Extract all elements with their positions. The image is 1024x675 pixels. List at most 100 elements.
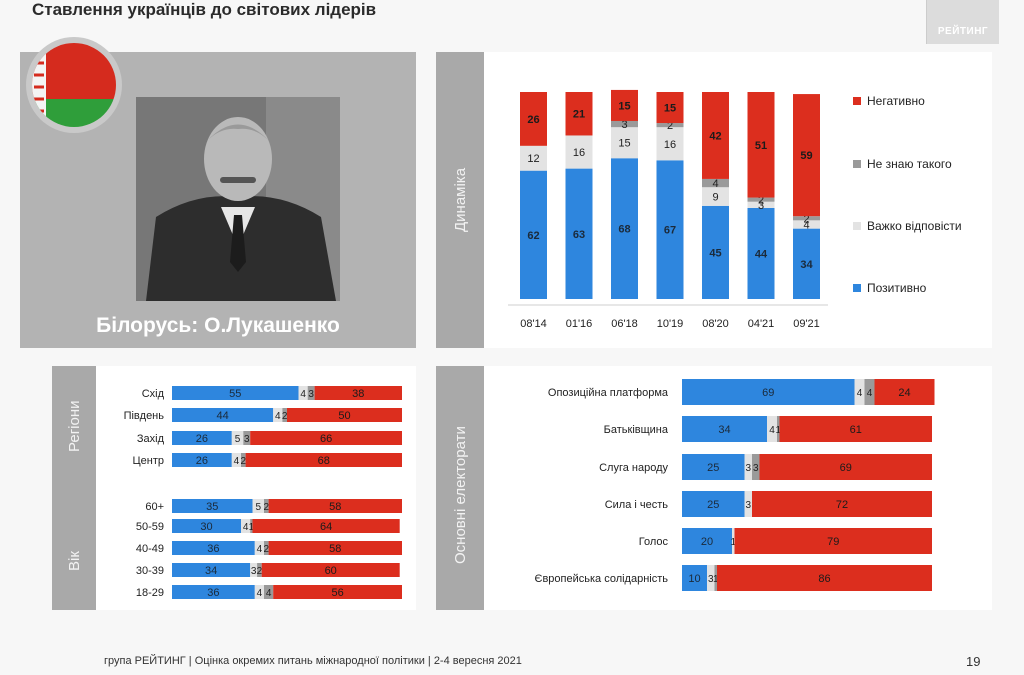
bar-позитивно-18-29 <box>172 585 255 599</box>
data-label-важко-відповісти-сила-і-честь: 3 <box>745 500 751 511</box>
data-label-негативно-батьківщина: 61 <box>850 424 862 436</box>
bar-негативно-слуга-народу <box>759 454 932 480</box>
data-label-позитивно-опозиційна-платформа: 69 <box>762 387 774 399</box>
data-label-важко-відповісти-захід: 5 <box>235 434 241 445</box>
bar-важко-відповісти-голос <box>732 528 735 554</box>
bar-позитивно-голос <box>682 528 732 554</box>
data-label-позитивно-40-49: 36 <box>207 543 219 555</box>
bar-позитивно-04-21 <box>747 207 775 299</box>
bar-важко-відповісти-18-29 <box>254 585 264 599</box>
bar-негативно-40-49 <box>268 541 402 555</box>
data-label-не-знаю-такого-центр: 2 <box>241 456 247 467</box>
bar-не-знаю-такого-18-29 <box>264 585 274 599</box>
bar-позитивно-сила-і-честь <box>682 491 745 517</box>
bar-важко-відповісти-50-59 <box>241 519 251 533</box>
data-label-позитивно-50-59: 30 <box>200 521 212 533</box>
data-label-позитивно-європейська-солідарність: 10 <box>688 573 700 585</box>
bar-негативно-батьківщина <box>779 416 932 442</box>
bar-позитивно-південь <box>172 408 274 422</box>
data-label-позитивно-06-18: 68 <box>618 224 630 236</box>
regions-age-panel: Регіони Вік Схід 55 4 3 38 Південь 44 4 2 50 Захід… <box>52 366 416 610</box>
bar-важко-відповісти-30-39 <box>250 563 258 577</box>
data-label-важко-відповісти-30-39: 3 <box>251 566 257 577</box>
bar-позитивно-08-14 <box>520 170 547 299</box>
data-label-не-знаю-такого-слуга-народу: 3 <box>753 463 759 474</box>
data-label-негативно-08-20: 42 <box>709 130 721 142</box>
data-label-не-знаю-такого-30-39: 2 <box>257 566 263 577</box>
data-label-позитивно-10-19: 67 <box>664 225 676 237</box>
data-label-важко-відповісти-слуга-народу: 3 <box>745 463 751 474</box>
x-tick-06-18: 06'18 <box>611 318 638 330</box>
data-label-важко-відповісти-південь: 4 <box>275 411 281 422</box>
bar-негативно-04-21 <box>747 92 775 198</box>
data-label-позитивно-01-16: 63 <box>573 229 585 241</box>
data-label-негативно-центр: 68 <box>318 455 330 467</box>
bar-позитивно-слуга-народу <box>682 454 745 480</box>
bar-позитивно-опозиційна-платформа <box>682 379 855 405</box>
bar-негативно-01-16 <box>565 92 593 136</box>
category-label-30-39: 30-39 <box>136 565 164 577</box>
data-label-позитивно-слуга-народу: 25 <box>707 462 719 474</box>
bar-не-знаю-такого-центр <box>241 453 246 467</box>
bar-важко-відповісти-сила-і-честь <box>744 491 752 517</box>
bar-не-знаю-такого-10-19 <box>656 123 684 128</box>
bar-позитивно-10-19 <box>656 160 684 299</box>
dynamics-side-bar: Динаміка <box>436 52 484 348</box>
data-label-негативно-30-39: 60 <box>325 565 337 577</box>
x-tick-04-21: 04'21 <box>748 318 775 330</box>
data-label-важко-відповісти-01-16: 16 <box>573 147 585 159</box>
data-label-важко-відповісти-опозиційна-платформа: 4 <box>857 388 863 399</box>
page-title: Ставлення українців до світових лідерів <box>32 0 377 19</box>
data-label-важко-відповісти-голос: 1 <box>730 537 736 548</box>
data-label-позитивно-батьківщина: 34 <box>718 424 730 436</box>
bar-позитивно-60 <box>172 499 253 513</box>
electorates-side-bar: Основні електорати <box>436 366 484 610</box>
data-label-не-знаю-такого-40-49: 2 <box>264 544 270 555</box>
data-label-важко-відповісти-08-20: 9 <box>712 192 718 204</box>
bar-не-знаю-такого-батьківщина <box>777 416 780 442</box>
data-label-негативно-04-21: 51 <box>755 140 767 152</box>
bar-не-знаю-такого-південь <box>282 408 287 422</box>
bar-позитивно-захід <box>172 431 232 445</box>
data-label-позитивно-60: 35 <box>206 501 218 513</box>
data-label-важко-відповісти-центр: 4 <box>234 456 240 467</box>
footer-text: група РЕЙТИНГ | Оцінка окремих питань мі… <box>104 655 522 667</box>
photo-panel: Білорусь: О.Лукашенко <box>20 52 416 348</box>
data-label-позитивно-08-20: 45 <box>709 247 721 259</box>
legend-swatch-позитивно <box>853 284 861 292</box>
bar-позитивно-08-20 <box>702 205 729 299</box>
data-label-негативно-10-19: 15 <box>664 103 676 115</box>
data-label-позитивно-30-39: 34 <box>205 565 217 577</box>
bar-важко-відповісти-40-49 <box>254 541 264 555</box>
bar-негативно-18-29 <box>273 585 402 599</box>
data-label-негативно-захід: 66 <box>320 433 332 445</box>
bar-позитивно-30-39 <box>172 563 251 577</box>
category-label-центр: Центр <box>133 455 165 467</box>
data-label-важко-відповісти-09-21: 4 <box>803 219 809 231</box>
data-label-негативно-європейська-солідарність: 86 <box>818 573 830 585</box>
legend-label-позитивно: Позитивно <box>867 281 927 295</box>
category-label-батьківщина: Батьківщина <box>604 424 669 436</box>
data-label-не-знаю-такого-50-59: 1 <box>249 522 255 533</box>
data-label-позитивно-04-21: 44 <box>755 248 768 260</box>
data-label-негативно-слуга-народу: 69 <box>840 462 852 474</box>
bar-не-знаю-такого-09-21 <box>793 216 820 221</box>
bar-позитивно-європейська-солідарність <box>682 565 707 591</box>
legend-label-негативно: Негативно <box>867 94 925 108</box>
data-label-важко-відповісти-європейська-солідарність: 3 <box>708 574 714 585</box>
bar-не-знаю-такого-06-18 <box>611 120 638 128</box>
bar-важко-відповісти-захід <box>231 431 244 445</box>
data-label-негативно-18-29: 56 <box>331 587 343 599</box>
bar-не-знаю-такого-08-20 <box>702 178 729 188</box>
data-label-важко-відповісти-50-59: 4 <box>243 522 249 533</box>
bar-негативно-захід <box>250 431 402 445</box>
data-label-не-знаю-такого-08-20: 4 <box>712 178 718 190</box>
legend-label-не-знаю-такого: Не знаю такого <box>867 157 952 171</box>
bar-не-знаю-такого-50-59 <box>250 519 253 533</box>
data-label-не-знаю-такого-європейська-солідарність: 1 <box>713 574 719 585</box>
data-label-важко-відповісти-04-21: 3 <box>758 200 764 212</box>
bar-не-знаю-такого-30-39 <box>257 563 262 577</box>
data-label-позитивно-сила-і-честь: 25 <box>707 499 719 511</box>
data-label-негативно-сила-і-честь: 72 <box>836 499 848 511</box>
